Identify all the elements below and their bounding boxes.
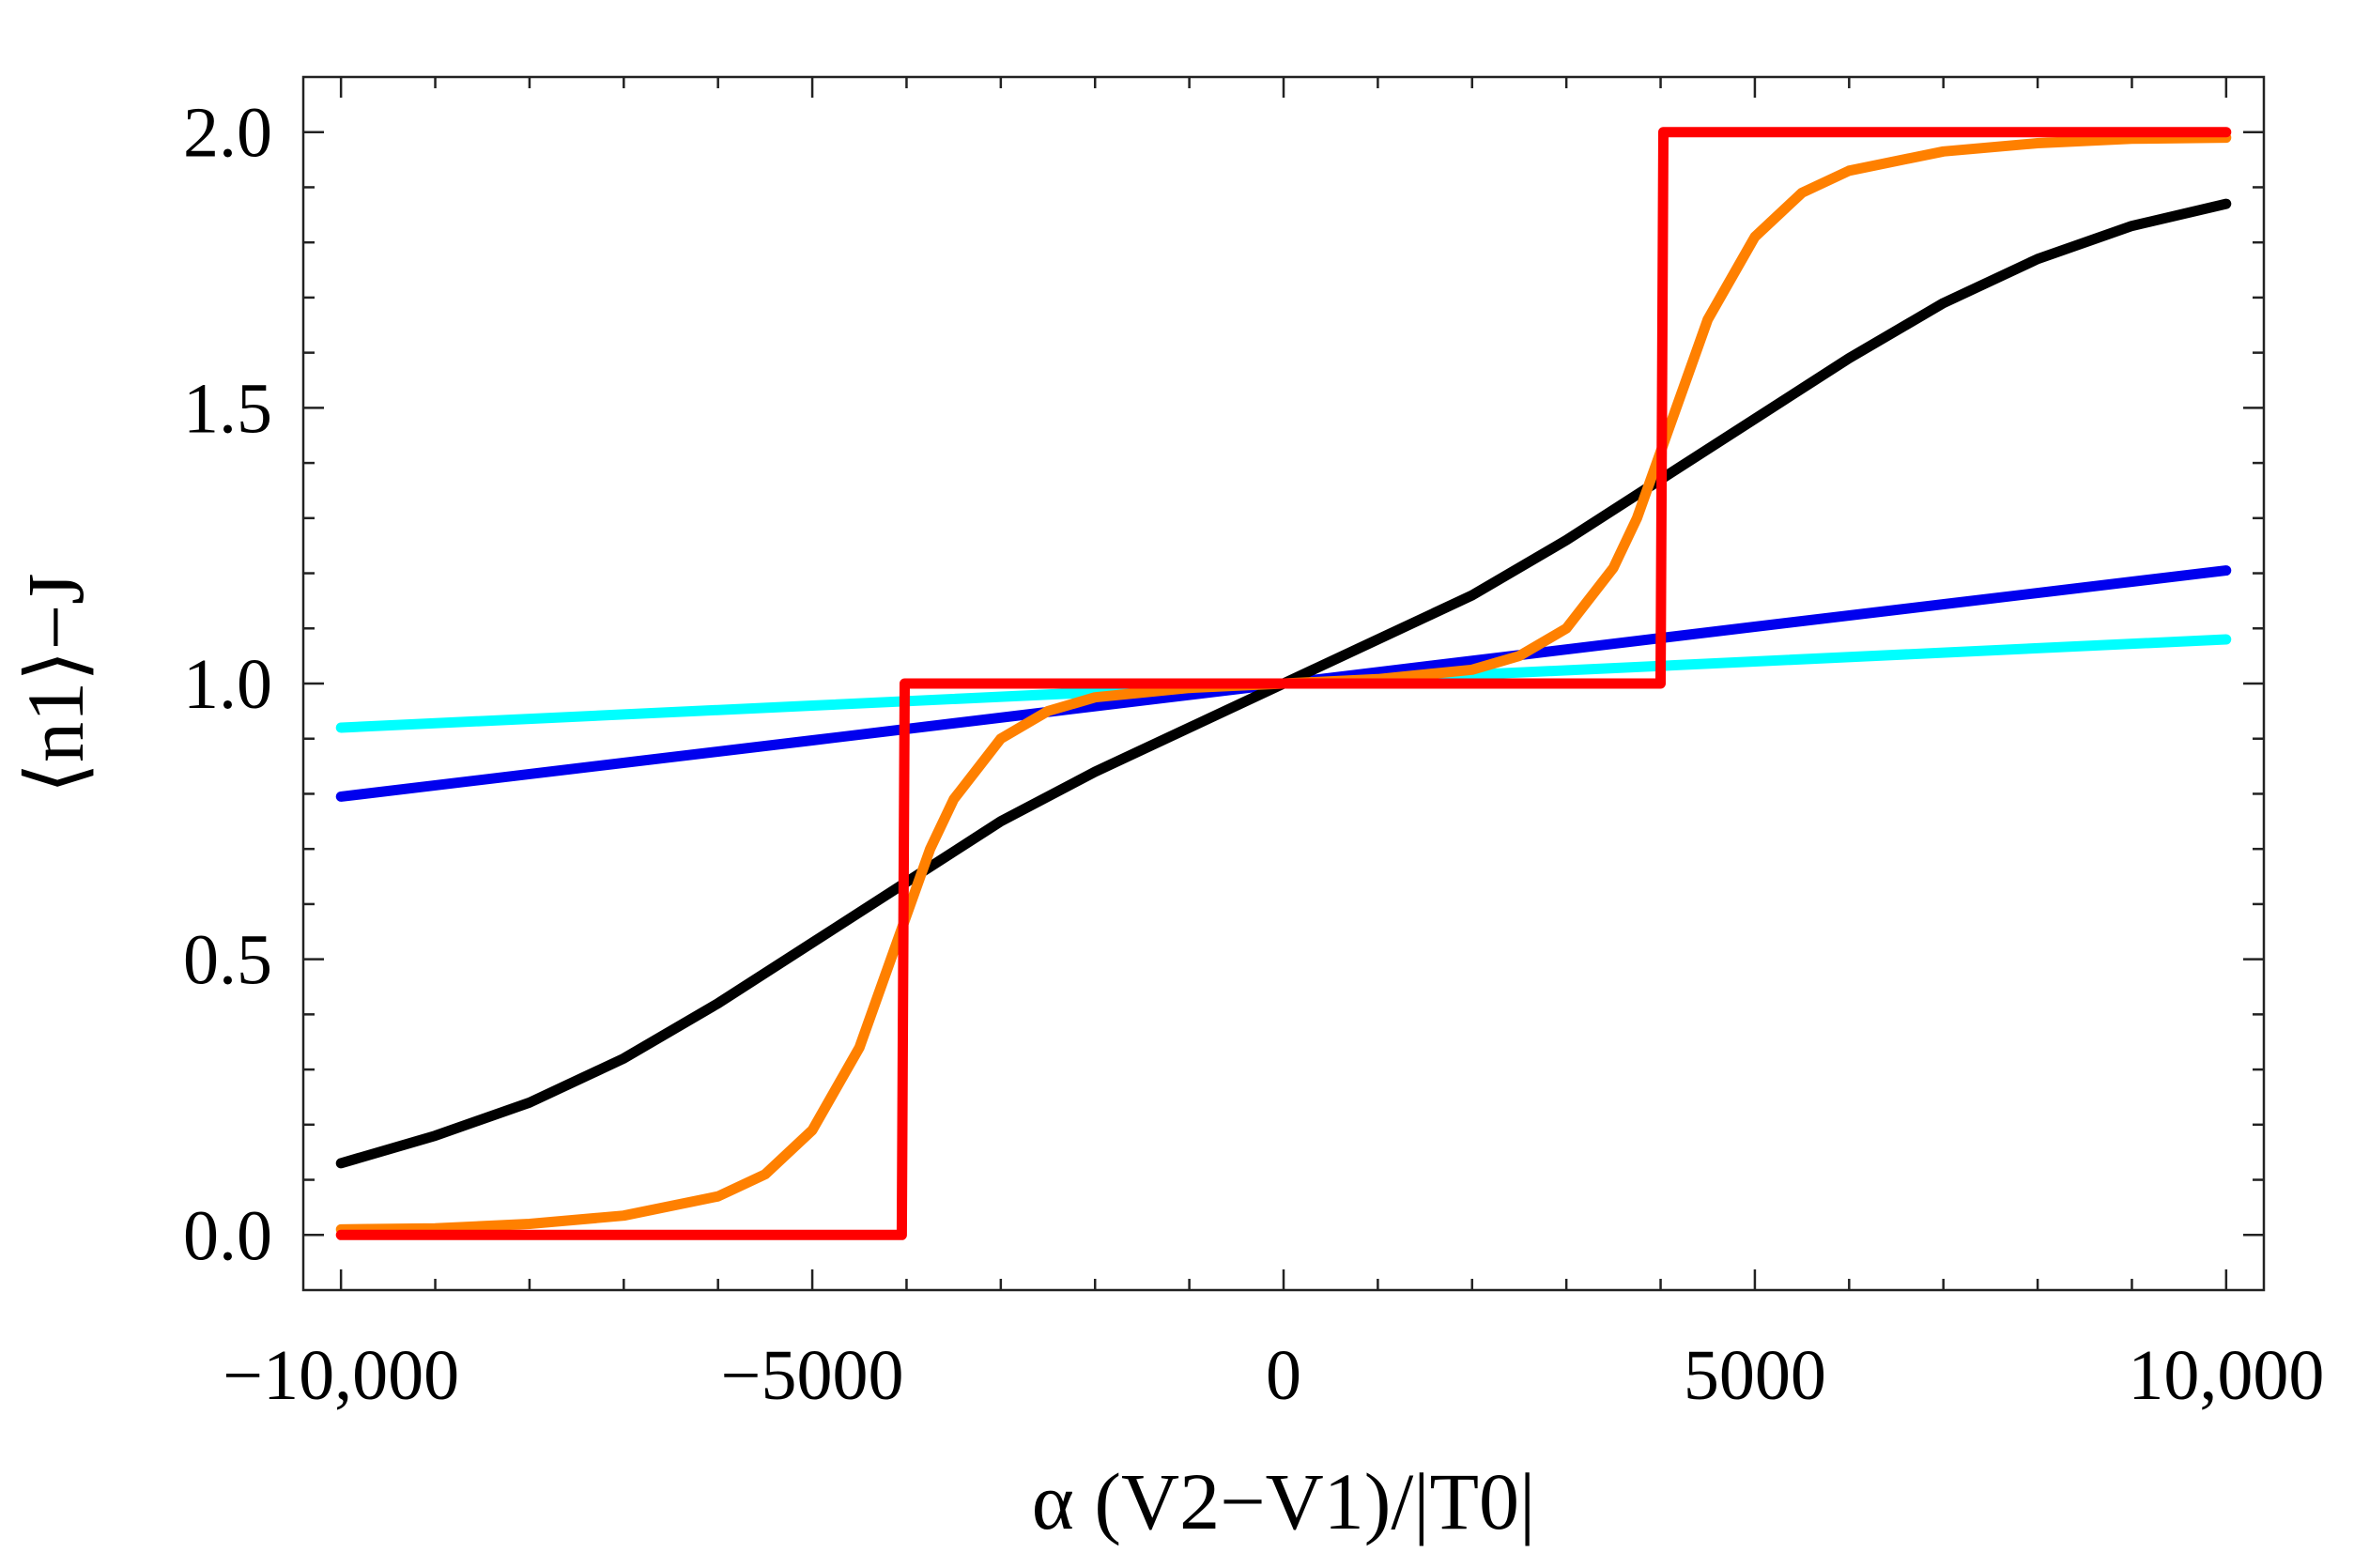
x-tick-label: 5000 (1684, 1336, 1826, 1415)
y-axis-label: ⟨n1⟩−J (10, 573, 100, 793)
x-tick-label: 10,000 (2128, 1336, 2324, 1415)
y-tick-label: 2.0 (183, 94, 272, 173)
x-tick-labels: −10,000 −5000 0 5000 10,000 (223, 1336, 2324, 1415)
y-tick-label: 1.0 (183, 645, 272, 724)
y-tick-labels: 0.0 0.5 1.0 1.5 2.0 (183, 94, 272, 1276)
y-tick-label: 0.0 (183, 1196, 272, 1275)
x-tick-label: 0 (1266, 1336, 1301, 1415)
y-tick-label: 1.5 (183, 369, 272, 448)
tick-marks (303, 77, 2264, 1290)
series-group (335, 127, 2232, 1240)
y-tick-label: 0.5 (183, 921, 272, 1000)
series-line-red (335, 127, 2232, 1240)
x-tick-label: −10,000 (223, 1336, 459, 1415)
x-axis-label: α (V2−V1)/|T0| (1032, 1456, 1535, 1546)
x-tick-label: −5000 (721, 1336, 904, 1415)
